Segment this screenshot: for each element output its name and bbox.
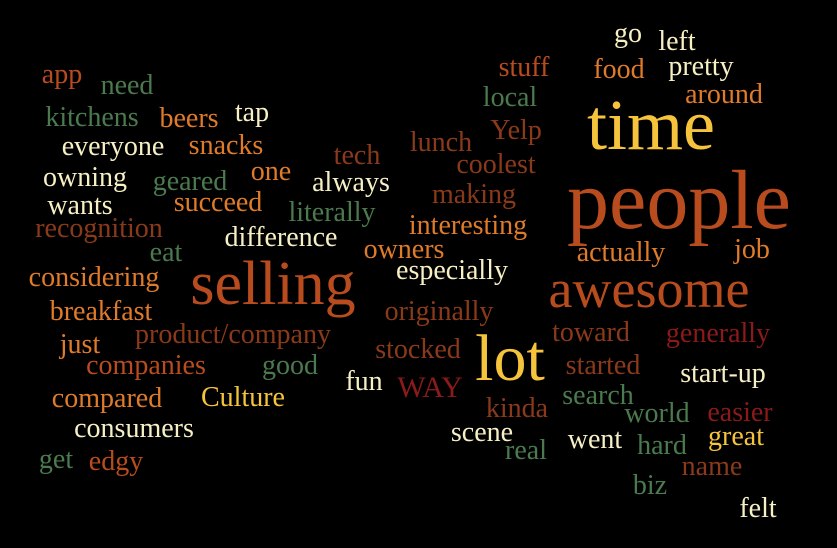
word-wants: wants bbox=[47, 190, 113, 221]
word-start-up: start-up bbox=[680, 358, 766, 389]
word-app: app bbox=[41, 59, 83, 90]
word-companies: companies bbox=[86, 350, 206, 381]
word-just: just bbox=[59, 329, 101, 360]
word-search: search bbox=[562, 380, 634, 411]
word-especially: especially bbox=[396, 255, 508, 286]
word-geared: geared bbox=[152, 166, 228, 197]
word-toward: toward bbox=[552, 317, 630, 348]
word-actually: actually bbox=[576, 237, 666, 268]
word-hard: hard bbox=[637, 430, 687, 461]
word-started: started bbox=[565, 350, 641, 381]
word-food: food bbox=[593, 54, 645, 85]
word-originally: originally bbox=[384, 296, 494, 327]
word-product-company: product/company bbox=[135, 319, 331, 350]
word-lot: lot bbox=[475, 322, 545, 395]
word-owners: owners bbox=[363, 234, 445, 265]
word-need: need bbox=[100, 70, 154, 101]
word-culture: Culture bbox=[201, 382, 285, 413]
word-scene: scene bbox=[450, 417, 514, 448]
word-local: local bbox=[482, 82, 538, 113]
word-difference: difference bbox=[224, 222, 338, 253]
word-biz: biz bbox=[632, 470, 668, 501]
word-making: making bbox=[432, 179, 516, 210]
word-owning: owning bbox=[43, 162, 127, 193]
word-time: time bbox=[587, 85, 715, 165]
word-compared: compared bbox=[51, 383, 163, 414]
word-breakfast: breakfast bbox=[49, 296, 153, 327]
word-beers: beers bbox=[159, 103, 219, 134]
word-way: WAY bbox=[397, 371, 463, 404]
word-go: go bbox=[614, 18, 642, 49]
word-awesome: awesome bbox=[548, 259, 750, 319]
word-tech: tech bbox=[333, 140, 381, 171]
word-get: get bbox=[38, 444, 74, 475]
word-snacks: snacks bbox=[188, 130, 264, 161]
word-good: good bbox=[262, 350, 318, 381]
word-succeed: succeed bbox=[173, 187, 263, 218]
word-people: people bbox=[567, 154, 791, 247]
word-considering: considering bbox=[28, 262, 160, 293]
word-fun: fun bbox=[345, 366, 383, 397]
word-literally: literally bbox=[288, 197, 376, 228]
word-stocked: stocked bbox=[375, 334, 461, 365]
word-consumers: consumers bbox=[74, 413, 194, 444]
word-coolest: coolest bbox=[456, 149, 536, 180]
word-edgy: edgy bbox=[88, 446, 144, 477]
word-great: great bbox=[708, 421, 764, 452]
word-kinda: kinda bbox=[485, 393, 549, 424]
word-felt: felt bbox=[739, 493, 777, 524]
word-kitchens: kitchens bbox=[45, 102, 139, 133]
word-one: one bbox=[250, 156, 292, 187]
word-lunch: lunch bbox=[409, 127, 473, 158]
word-around: around bbox=[685, 79, 763, 110]
word-stuff: stuff bbox=[498, 52, 550, 83]
word-name: name bbox=[681, 451, 743, 482]
word-real: real bbox=[505, 435, 547, 466]
word-selling: selling bbox=[190, 250, 356, 318]
word-easier: easier bbox=[707, 397, 773, 428]
word-went: went bbox=[567, 424, 623, 455]
word-generally: generally bbox=[665, 318, 771, 349]
word-yelp: Yelp bbox=[490, 115, 542, 146]
word-tap: tap bbox=[234, 97, 270, 128]
word-left: left bbox=[658, 26, 696, 57]
word-job: job bbox=[734, 234, 770, 265]
word-world: world bbox=[624, 398, 690, 429]
word-interesting: interesting bbox=[408, 210, 528, 241]
word-eat: eat bbox=[149, 237, 183, 268]
word-everyone: everyone bbox=[61, 131, 165, 162]
word-always: always bbox=[312, 167, 390, 198]
word-pretty: pretty bbox=[668, 51, 734, 82]
word-recognition: recognition bbox=[35, 213, 163, 244]
